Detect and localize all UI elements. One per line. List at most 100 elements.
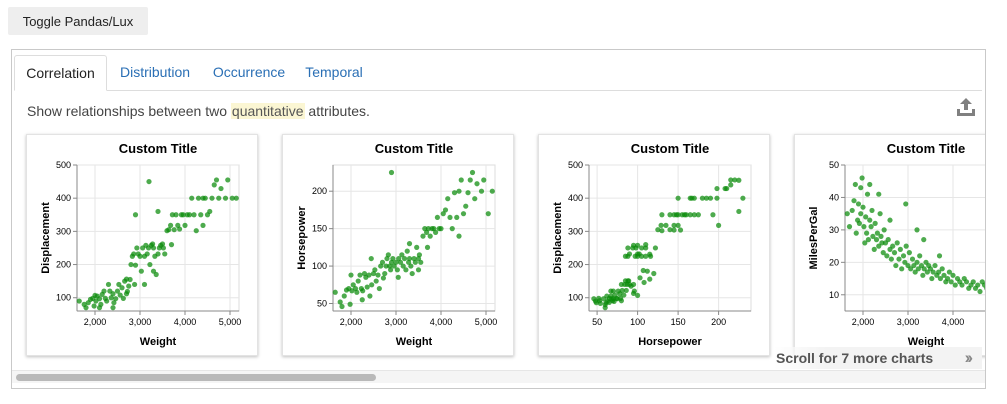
scatter-point <box>458 177 464 183</box>
x-tick-label: 4,000 <box>942 317 965 327</box>
scatter-point <box>162 251 168 257</box>
scatter-point <box>390 255 396 262</box>
scatter-point <box>385 252 391 258</box>
chart-card[interactable]: Custom Title 2,000 3,000 4,000 5,000 50 100 150… <box>282 134 514 356</box>
tab-correlation[interactable]: Correlation <box>14 55 107 91</box>
scatter-point <box>375 272 381 278</box>
scatter-point <box>862 240 868 246</box>
x-axis-label: Weight <box>396 336 433 348</box>
scatter-point <box>868 224 874 230</box>
scatter-point <box>132 212 139 218</box>
scatter-point <box>909 256 916 262</box>
y-tick-label: 100 <box>56 293 71 303</box>
scatter-point <box>400 263 406 269</box>
scatter-point <box>434 214 440 221</box>
scatter-point <box>117 292 123 298</box>
scatter-point <box>454 214 460 221</box>
scatter-point <box>171 227 177 233</box>
scatter-point <box>469 169 476 176</box>
scatter-point <box>897 246 903 252</box>
scatter-point <box>110 305 116 311</box>
scatter-point <box>876 191 882 197</box>
scatter-point <box>166 227 172 233</box>
scatter-point <box>376 285 382 292</box>
scatter-point <box>724 185 730 192</box>
scatter-point <box>379 259 386 265</box>
scatter-point <box>887 217 893 223</box>
scatter-point <box>853 230 859 236</box>
y-tick-label: 100 <box>312 261 327 271</box>
scatter-point <box>427 233 433 239</box>
y-tick-label: 20 <box>829 257 839 267</box>
scatter-point <box>667 227 673 233</box>
scatter-point <box>946 269 952 275</box>
scatter-point <box>893 262 899 269</box>
plot-area <box>844 164 985 312</box>
scrollbar-thumb[interactable] <box>16 374 376 381</box>
scatter-point <box>120 295 126 301</box>
scatter-point <box>855 201 862 207</box>
scatter-point <box>83 305 89 311</box>
export-icon[interactable] <box>955 96 977 118</box>
scatter-point <box>144 251 150 257</box>
scatter-point <box>714 185 720 192</box>
scatter-point <box>630 290 637 297</box>
x-tick-label: 2,000 <box>84 317 107 327</box>
scatter-point <box>191 212 197 218</box>
scatter-point <box>652 245 659 251</box>
scatter-point <box>202 195 208 201</box>
scatter-point <box>908 266 914 272</box>
scatter-point <box>337 299 343 305</box>
scatter-point <box>867 181 873 188</box>
scatter-point <box>355 278 361 284</box>
scatter-point <box>643 245 649 251</box>
tab-description: Show relationships between two quantitat… <box>27 103 370 119</box>
scatter-point <box>128 261 134 268</box>
scatter-point <box>699 195 705 201</box>
y-tick-label: 30 <box>829 225 839 235</box>
scatter-point <box>728 182 734 188</box>
scatter-point <box>449 226 455 232</box>
scatter-point <box>114 288 121 294</box>
tab-distribution[interactable]: Distribution <box>119 64 191 80</box>
x-tick-label: 5,000 <box>219 317 242 327</box>
scatter-point <box>710 212 716 218</box>
scatter-point <box>113 296 119 302</box>
scatter-point <box>903 201 909 207</box>
chart-card[interactable]: Custom Title 2,000 3,000 4,000 5,000 100 200 30… <box>26 134 258 356</box>
scatter-point <box>222 195 229 201</box>
scatter-point <box>416 252 422 258</box>
scatter-point <box>667 212 673 218</box>
scatter-chart: Custom Title 2,000 3,000 4,000 5,000 100 200 30… <box>40 141 242 348</box>
chart-title: Custom Title <box>631 141 710 156</box>
double-chevron-right-icon[interactable]: ›› <box>964 348 974 367</box>
scatter-point <box>137 253 143 259</box>
scatter-point <box>105 281 112 288</box>
chart-gallery[interactable]: Custom Title 2,000 3,000 4,000 5,000 100 200 30… <box>12 130 985 362</box>
scatter-point <box>950 272 956 278</box>
scatter-point <box>394 267 400 273</box>
scatter-point <box>703 195 710 201</box>
y-tick-label: 10 <box>829 290 839 300</box>
scatter-point <box>211 182 217 188</box>
scatter-point <box>141 281 148 288</box>
scatter-point <box>872 220 878 226</box>
chart-card[interactable]: Custom Title 50 100 150 200 100 200 300 400 500 Ho… <box>538 134 770 356</box>
horizontal-scrollbar[interactable] <box>12 370 985 383</box>
scatter-point <box>647 276 653 282</box>
scatter-point <box>691 212 697 218</box>
y-tick-label: 200 <box>568 260 583 270</box>
scatter-point <box>899 266 905 272</box>
x-tick-label: 4,000 <box>430 317 453 327</box>
chart-card[interactable]: Custom Title 2,000 3,000 4,000 5,0 10 20 30 40 50… <box>794 134 985 356</box>
y-axis-label: Displacement <box>40 202 52 274</box>
tab-temporal[interactable]: Temporal <box>305 64 363 80</box>
tab-occurrence[interactable]: Occurrence <box>212 64 286 80</box>
toggle-pandas-lux-button[interactable]: Toggle Pandas/Lux <box>8 7 148 35</box>
scatter-point <box>177 226 183 232</box>
scatter-point <box>119 285 125 291</box>
scatter-point <box>155 251 161 257</box>
y-tick-label: 300 <box>568 226 583 236</box>
scatter-point <box>981 282 985 288</box>
scatter-point <box>602 305 608 311</box>
